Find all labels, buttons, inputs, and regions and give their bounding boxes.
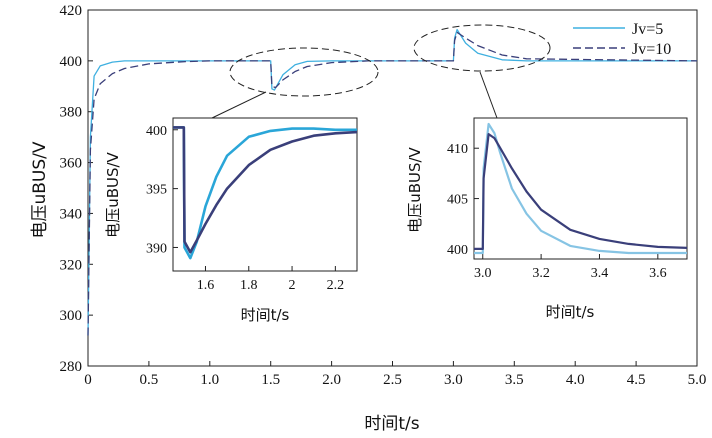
main-y-tick-label: 300 [60, 308, 83, 324]
inset-2-x-tick-label: 3.2 [532, 266, 550, 281]
main-y-tick-label: 380 [60, 105, 83, 121]
main-x-tick-label: 3.5 [505, 372, 524, 388]
inset-1-y-tick-label: 400 [146, 124, 167, 139]
main-x-tick-label: 4.0 [566, 372, 585, 388]
main-x-axis-label: 时间t/s [364, 414, 419, 434]
main-y-tick-label: 320 [60, 257, 83, 273]
inset-2-x-tick-label: 3.6 [649, 266, 667, 281]
inset-1-y-axis-label: 电压uBUS/V [104, 151, 122, 237]
zoom-ellipse-2 [413, 24, 551, 72]
main-y-tick-label: 360 [60, 156, 83, 172]
legend: Jv=5 Jv=10 [573, 21, 671, 58]
main-series-jv10-line [87, 31, 698, 336]
inset-2-y-tick-label: 410 [447, 142, 468, 157]
zoom-ellipse-1 [229, 47, 379, 97]
inset-1-y-tick-label: 395 [146, 183, 167, 198]
inset-2-series-jv10-line [474, 133, 688, 250]
inset-1-x-tick-label: 1.8 [240, 278, 258, 293]
legend-label-jv5: Jv=5 [632, 21, 663, 38]
main-x-tick-label: 5.0 [688, 372, 707, 388]
inset-1-x-tick-label: 2 [289, 278, 296, 293]
main-y-axis-label: 电压uBUS/V [30, 141, 50, 238]
inset-1-x-tick-label: 2.2 [327, 278, 345, 293]
inset-2-x-tick-label: 3.4 [591, 266, 609, 281]
inset-2-y-tick-label: 405 [447, 193, 468, 208]
inset-2-x-axis-label: 时间t/s [546, 303, 595, 321]
main-x-tick-label: 0 [84, 372, 92, 388]
main-y-tick-label: 340 [60, 206, 83, 222]
inset-2-axis-ticks: 3.0 3.2 3.4 3.6 400 405 410 [447, 142, 667, 281]
inset-1-series-lines [173, 126, 358, 260]
zoom-leader-2 [479, 71, 498, 119]
inset-1-axis-ticks: 1.6 1.8 2 2.2 390 395 400 [146, 124, 344, 293]
inset-1-x-tick-label: 1.6 [197, 278, 215, 293]
legend-label-jv10: Jv=10 [632, 41, 671, 58]
inset-2-series-lines [474, 122, 688, 255]
zoom-leader-1 [211, 91, 267, 119]
inset-1-plot-area [172, 117, 358, 272]
main-series-jv5-line [87, 28, 697, 336]
main-x-tick-label: 3.0 [444, 372, 463, 388]
inset-1-series-jv5-line [173, 126, 357, 260]
main-x-tick-label: 2.5 [383, 372, 402, 388]
main-y-tick-label: 280 [60, 359, 83, 375]
inset-2-y-axis-label: 电压uBUS/V [406, 146, 424, 232]
main-y-tick-label: 420 [60, 3, 83, 19]
inset-2-series-jv5-line [474, 122, 687, 255]
main-axis-ticks: 0 0.5 1.0 1.5 2.0 2.5 3.0 3.5 4.0 4.5 5.0 280 300 320… [60, 3, 707, 388]
inset-1-y-tick-label: 390 [146, 241, 167, 256]
inset-2-y-tick-label: 400 [447, 243, 468, 258]
main-x-tick-label: 2.0 [322, 372, 341, 388]
main-x-tick-label: 1.0 [200, 372, 219, 388]
inset-2-plot-area [473, 117, 688, 260]
main-x-tick-label: 0.5 [140, 372, 159, 388]
inset-1-series-jv10-line [173, 126, 358, 254]
main-x-tick-label: 1.5 [261, 372, 280, 388]
main-series-lines [87, 28, 698, 336]
main-y-tick-label: 400 [60, 54, 83, 70]
inset-2-x-tick-label: 3.0 [474, 266, 492, 281]
main-x-tick-label: 4.5 [627, 372, 646, 388]
inset-1-x-axis-label: 时间t/s [241, 306, 290, 324]
